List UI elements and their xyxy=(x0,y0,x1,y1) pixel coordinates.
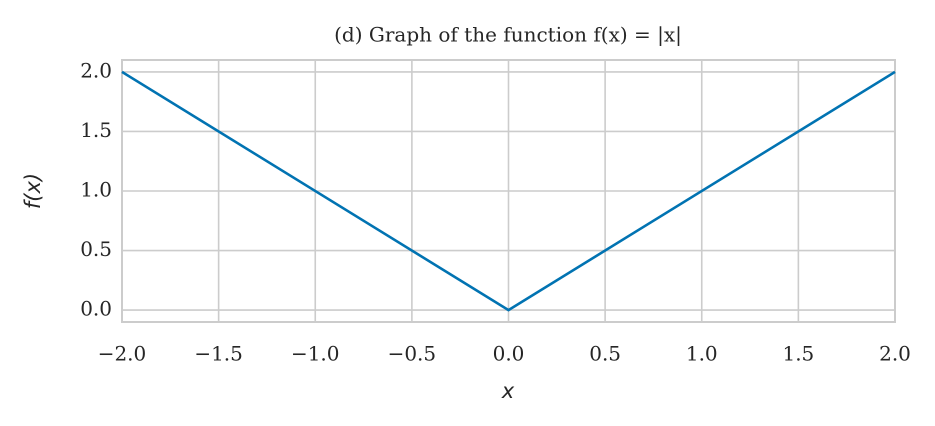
x-tick-label: −0.5 xyxy=(388,342,437,366)
x-tick-label: 1.5 xyxy=(782,342,814,366)
x-axis-label: x xyxy=(501,379,515,403)
plot-frame xyxy=(121,59,896,323)
chart-title: (d) Graph of the function f(x) = |x| xyxy=(334,23,682,48)
y-tick-label: 1.0 xyxy=(80,178,112,202)
x-tick-label: 2.0 xyxy=(879,342,911,366)
y-tick-label: 0.0 xyxy=(80,297,112,321)
x-tick-label: −2.0 xyxy=(98,342,147,366)
x-tick-label: 0.5 xyxy=(589,342,621,366)
y-axis-label: f(x) xyxy=(21,173,45,209)
x-tick-label: 1.0 xyxy=(686,342,718,366)
y-tick-label: 1.5 xyxy=(80,118,112,142)
line xyxy=(121,70,896,312)
y-tick-label: 2.0 xyxy=(80,58,112,82)
x-tick-label: −1.5 xyxy=(194,342,243,366)
y-tick-label: 0.5 xyxy=(80,237,112,261)
x-tick-label: 0.0 xyxy=(493,342,525,366)
x-tick-label: −1.0 xyxy=(291,342,340,366)
